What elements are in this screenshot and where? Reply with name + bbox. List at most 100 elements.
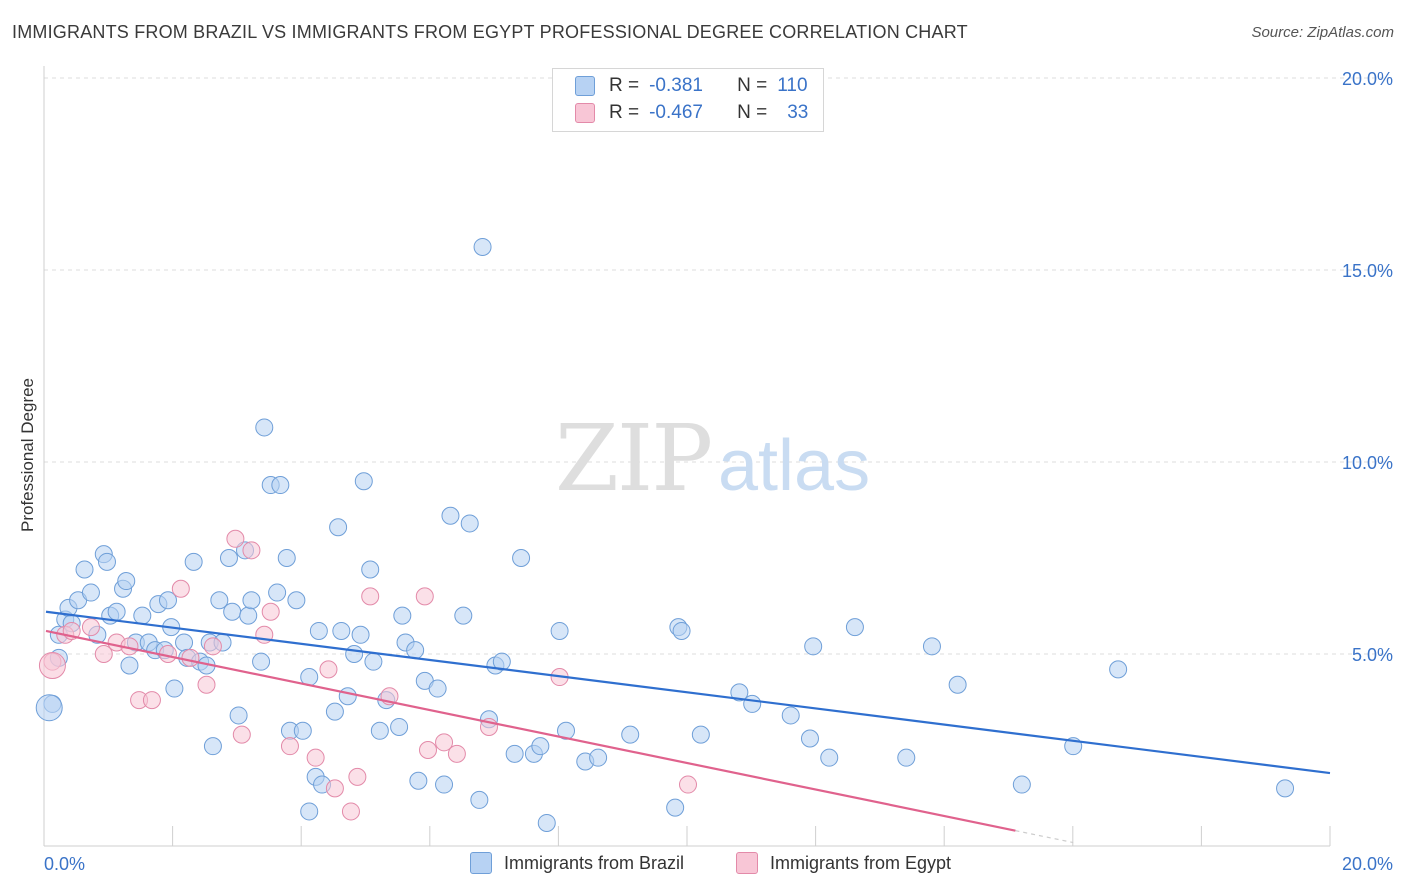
series-swatch-egypt	[736, 852, 758, 874]
egypt-point	[361, 587, 380, 606]
series-label-egypt: Immigrants from Egypt	[770, 852, 952, 873]
legend-row-brazil: R = -0.381 N = 110	[553, 73, 808, 99]
legend-n-value-egypt: 33	[787, 102, 809, 123]
brazil-point	[512, 549, 531, 567]
brazil-point	[1012, 775, 1031, 794]
brazil-point	[229, 706, 248, 725]
egypt-point	[242, 541, 261, 560]
y-tick-label: 15.0%	[1342, 261, 1393, 281]
brazil-point	[460, 514, 479, 533]
brazil-point	[922, 637, 941, 656]
egypt-point	[348, 767, 367, 786]
watermark-zip: ZIP	[555, 405, 711, 512]
trendline-egypt-extension	[1015, 830, 1074, 844]
brazil-point	[239, 606, 258, 625]
trendline-egypt	[45, 629, 1016, 832]
brazil-point	[1109, 660, 1128, 679]
brazil-point	[781, 706, 800, 725]
brazil-point	[203, 737, 222, 756]
brazil-point	[175, 633, 194, 652]
brazil-point	[120, 656, 139, 675]
brazil-point	[470, 790, 489, 809]
legend-r-value-egypt: -0.467	[649, 102, 703, 123]
brazil-point	[309, 621, 328, 640]
egypt-point	[325, 779, 344, 798]
egypt-point	[319, 660, 338, 679]
egypt-point-large	[38, 652, 66, 680]
brazil-point	[345, 645, 364, 663]
brazil-point	[184, 552, 203, 571]
brazil-point	[268, 583, 287, 602]
egypt-point	[232, 725, 251, 744]
y-tick-label: 10.0%	[1342, 453, 1393, 473]
egypt-point	[142, 691, 161, 710]
brazil-point	[406, 641, 425, 660]
brazil-point	[332, 621, 351, 640]
brazil-point	[223, 602, 242, 621]
y-tick-label: 5.0%	[1352, 645, 1393, 665]
brazil-point	[621, 725, 640, 744]
legend-r-value-brazil: -0.381	[649, 75, 703, 96]
series-label-brazil: Immigrants from Brazil	[504, 852, 685, 873]
brazil-point-large	[35, 694, 63, 722]
brazil-point	[219, 549, 238, 567]
y-tick-label: 20.0%	[1342, 69, 1393, 89]
egypt-point	[447, 744, 466, 763]
brazil-point	[820, 748, 839, 767]
egypt-point	[94, 645, 113, 663]
egypt-point	[203, 637, 222, 656]
brazil-point	[165, 679, 184, 698]
brazil-point	[255, 418, 274, 437]
brazil-point	[800, 729, 819, 748]
brazil-point	[557, 721, 576, 740]
series-swatch-brazil	[470, 852, 492, 874]
brazil-point	[242, 591, 261, 610]
egypt-point	[306, 748, 325, 767]
brazil-point	[435, 775, 454, 794]
legend-row-egypt: R = -0.467 N = 33	[553, 100, 808, 126]
stats-legend: R = -0.381 N = 110 R = -0.467 N = 33	[552, 68, 824, 132]
brazil-point	[325, 702, 344, 721]
brazil-point	[252, 652, 271, 671]
legend-swatch-egypt	[575, 103, 595, 123]
legend-n-label: N =	[737, 102, 768, 123]
brazil-point	[454, 606, 473, 625]
chart-title: IMMIGRANTS FROM BRAZIL VS IMMIGRANTS FRO…	[12, 22, 968, 42]
brazil-point	[107, 602, 126, 621]
legend-n-label: N =	[737, 75, 768, 96]
egypt-point	[435, 733, 454, 752]
brazil-point	[300, 802, 319, 821]
brazil-point	[271, 476, 290, 495]
brazil-point	[505, 744, 524, 763]
x-tick-label: 20.0%	[1342, 854, 1393, 874]
brazil-point	[441, 506, 460, 525]
brazil-point	[351, 625, 370, 644]
brazil-point	[473, 237, 492, 256]
source-label: Source: ZipAtlas.com	[1251, 24, 1394, 41]
egypt-point	[341, 802, 360, 821]
brazil-point	[361, 560, 380, 579]
legend-r-label: R =	[609, 102, 640, 123]
series-legend-brazil[interactable]: Immigrants from Brazil	[470, 852, 684, 874]
egypt-point	[415, 587, 434, 606]
brazil-point	[897, 748, 916, 767]
series-legend-egypt[interactable]: Immigrants from Egypt	[736, 852, 951, 874]
brazil-point	[1276, 779, 1295, 798]
brazil-point	[277, 549, 296, 567]
egypt-point	[261, 602, 280, 621]
brazil-point	[97, 552, 116, 571]
brazil-point	[666, 798, 685, 817]
egypt-point	[280, 737, 299, 756]
brazil-point	[550, 621, 569, 640]
brazil-point	[948, 675, 967, 694]
brazil-point	[804, 637, 823, 656]
brazil-point	[428, 679, 447, 698]
egypt-point	[181, 648, 200, 667]
brazil-point	[492, 652, 511, 671]
brazil-point	[730, 683, 749, 702]
egypt-point	[418, 741, 437, 759]
series-legend: Immigrants from Brazil Immigrants from E…	[0, 852, 1406, 878]
egypt-point	[197, 675, 216, 694]
egypt-point	[81, 618, 100, 637]
